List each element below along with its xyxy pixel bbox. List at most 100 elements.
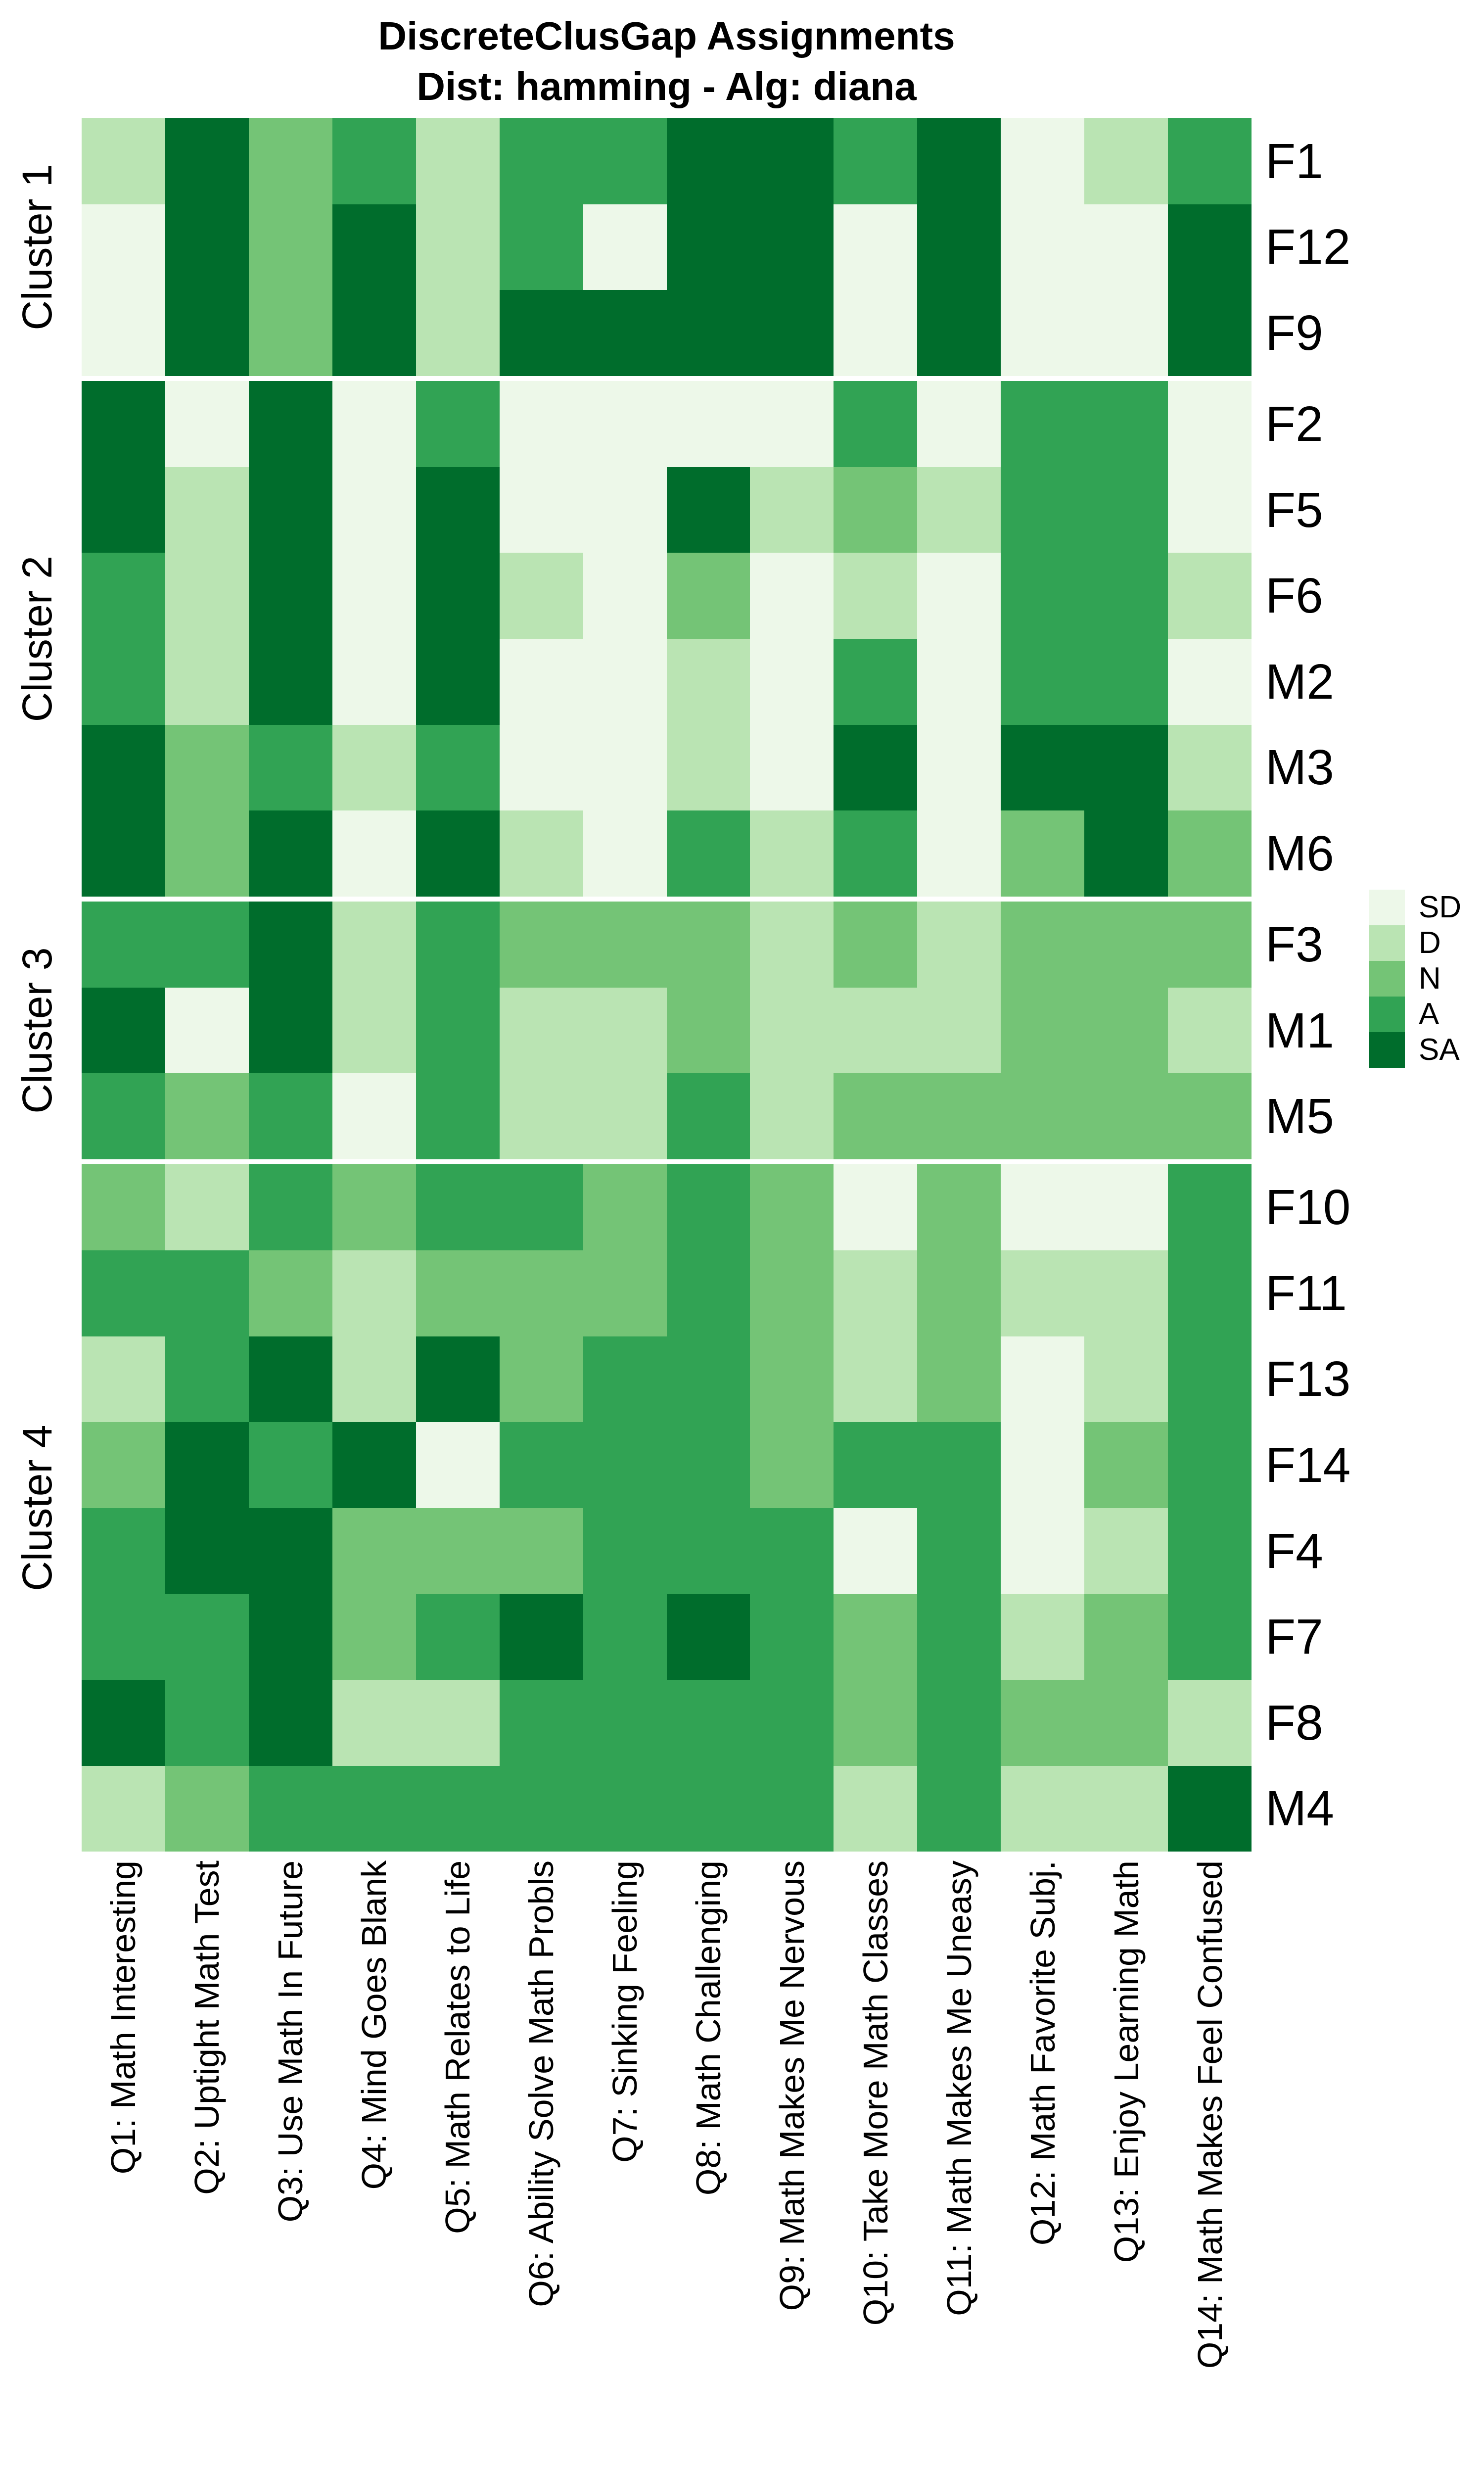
heatmap-cell-F9-Q1 [82, 290, 165, 376]
heatmap-cell-F6-Q5 [416, 553, 500, 639]
heatmap-cell-F5-Q5 [416, 467, 500, 553]
heatmap-cell-F12-Q6 [499, 204, 583, 290]
heatmap-cell-F8-Q8 [666, 1679, 750, 1766]
heatmap-cell-F1-Q4 [332, 118, 416, 204]
heatmap-cell-F10-Q6 [499, 1164, 583, 1250]
heatmap-cell-M1-Q11 [917, 987, 1001, 1074]
heatmap-cell-M3-Q7 [583, 724, 667, 811]
heatmap-cell-F3-Q8 [666, 902, 750, 988]
heatmap-cell-F7-Q3 [248, 1594, 332, 1680]
heatmap-cell-F3-Q4 [332, 902, 416, 988]
heatmap-cell-F7-Q9 [750, 1594, 834, 1680]
heatmap-cell-M6-Q2 [165, 810, 249, 897]
heatmap-cell-F10-Q14 [1168, 1164, 1252, 1250]
heatmap-cell-F11-Q5 [416, 1250, 500, 1336]
heatmap-cell-M2-Q1 [82, 638, 165, 725]
heatmap-cell-M3-Q10 [834, 724, 918, 811]
heatmap-cell-F10-Q10 [834, 1164, 918, 1250]
heatmap-cell-F4-Q8 [666, 1508, 750, 1594]
heatmap-cell-M5-Q8 [666, 1073, 750, 1159]
heatmap-cell-F11-Q13 [1084, 1250, 1168, 1336]
heatmap-cell-F5-Q10 [834, 467, 918, 553]
heatmap-cell-M3-Q4 [332, 724, 416, 811]
heatmap-cell-M1-Q13 [1084, 987, 1168, 1074]
row-label-F10: F10 [1265, 1180, 1351, 1236]
heatmap-cell-M3-Q1 [82, 724, 165, 811]
x-label-Q1: Q1: Math Interesting [104, 1860, 143, 2175]
heatmap-cell-F9-Q4 [332, 290, 416, 376]
heatmap-cell-M6-Q1 [82, 810, 165, 897]
heatmap-cell-F1-Q1 [82, 118, 165, 204]
heatmap-cell-F7-Q6 [499, 1594, 583, 1680]
heatmap-cell-F7-Q7 [583, 1594, 667, 1680]
heatmap-cell-F14-Q1 [82, 1422, 165, 1508]
heatmap-cell-F2-Q7 [583, 381, 667, 467]
heatmap-cell-F6-Q9 [750, 553, 834, 639]
heatmap-cell-F9-Q10 [834, 290, 918, 376]
heatmap-cell-F13-Q2 [165, 1336, 249, 1423]
legend-swatch-SA [1369, 1032, 1405, 1068]
heatmap-cell-M3-Q11 [917, 724, 1001, 811]
heatmap-cell-F9-Q7 [583, 290, 667, 376]
heatmap-cell-F9-Q11 [917, 290, 1001, 376]
heatmap-cell-F2-Q12 [1001, 381, 1085, 467]
heatmap-cell-F3-Q14 [1168, 902, 1252, 988]
heatmap-cell-F4-Q1 [82, 1508, 165, 1594]
heatmap-cell-F12-Q5 [416, 204, 500, 290]
legend-label-D: D [1419, 926, 1441, 960]
heatmap-cell-M6-Q11 [917, 810, 1001, 897]
heatmap-cell-F14-Q7 [583, 1422, 667, 1508]
heatmap-cell-M2-Q13 [1084, 638, 1168, 725]
heatmap-cell-F14-Q13 [1084, 1422, 1168, 1508]
heatmap-cell-M3-Q2 [165, 724, 249, 811]
x-label-Q3: Q3: Use Math In Future [271, 1860, 310, 2223]
heatmap-cell-M6-Q13 [1084, 810, 1168, 897]
heatmap-cell-F12-Q12 [1001, 204, 1085, 290]
heatmap-cell-F6-Q14 [1168, 553, 1252, 639]
heatmap-cell-F3-Q5 [416, 902, 500, 988]
x-label-Q6: Q6: Ability Solve Math Probls [522, 1860, 561, 2307]
heatmap-cell-F14-Q10 [834, 1422, 918, 1508]
heatmap-cell-M5-Q12 [1001, 1073, 1085, 1159]
heatmap-cell-F11-Q9 [750, 1250, 834, 1336]
heatmap-cell-F3-Q6 [499, 902, 583, 988]
heatmap-cell-M3-Q8 [666, 724, 750, 811]
heatmap-cell-M1-Q7 [583, 987, 667, 1074]
heatmap-cell-F4-Q13 [1084, 1508, 1168, 1594]
chart-title: DiscreteClusGap Assignments Dist: hammin… [82, 11, 1252, 112]
heatmap-cell-F6-Q8 [666, 553, 750, 639]
heatmap-cell-F12-Q11 [917, 204, 1001, 290]
heatmap-cell-F2-Q11 [917, 381, 1001, 467]
heatmap-cell-F7-Q12 [1001, 1594, 1085, 1680]
heatmap-cell-F10-Q7 [583, 1164, 667, 1250]
heatmap-cell-M4-Q2 [165, 1765, 249, 1852]
heatmap-cell-F14-Q5 [416, 1422, 500, 1508]
heatmap-cell-F6-Q12 [1001, 553, 1085, 639]
x-label-Q11: Q11: Math Makes Me Uneasy [939, 1860, 978, 2316]
heatmap-cell-F13-Q4 [332, 1336, 416, 1423]
heatmap-cell-F11-Q8 [666, 1250, 750, 1336]
cluster-label-2: Cluster 2 [14, 555, 60, 722]
heatmap-cell-M2-Q3 [248, 638, 332, 725]
heatmap-cell-M2-Q6 [499, 638, 583, 725]
heatmap-cell-M6-Q3 [248, 810, 332, 897]
heatmap-cell-M1-Q2 [165, 987, 249, 1074]
heatmap-cell-F1-Q9 [750, 118, 834, 204]
heatmap-cell-F4-Q14 [1168, 1508, 1252, 1594]
heatmap-cell-M6-Q14 [1168, 810, 1252, 897]
heatmap-cell-F10-Q3 [248, 1164, 332, 1250]
row-label-F9: F9 [1265, 305, 1323, 361]
heatmap-cell-M4-Q11 [917, 1765, 1001, 1852]
heatmap-cell-F5-Q12 [1001, 467, 1085, 553]
heatmap-cell-F7-Q8 [666, 1594, 750, 1680]
x-label-Q8: Q8: Math Challenging [689, 1860, 728, 2196]
heatmap-cell-F12-Q13 [1084, 204, 1168, 290]
heatmap-cell-F2-Q2 [165, 381, 249, 467]
heatmap-cell-F3-Q1 [82, 902, 165, 988]
heatmap-cell-M4-Q9 [750, 1765, 834, 1852]
legend-label-A: A [1419, 997, 1439, 1031]
heatmap-cell-F12-Q10 [834, 204, 918, 290]
heatmap-cell-F7-Q2 [165, 1594, 249, 1680]
cluster-block-4 [82, 1164, 1252, 1852]
heatmap-cell-F4-Q7 [583, 1508, 667, 1594]
